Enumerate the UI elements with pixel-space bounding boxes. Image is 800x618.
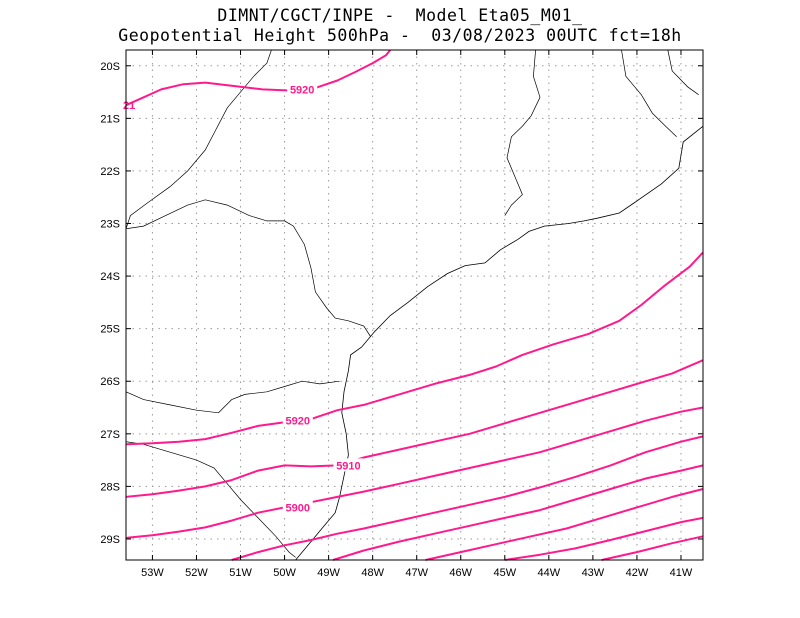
axis-tick-layer: 53W 52W 51W 50W 49W 48W 47W 46W 45W 44W 43W 42W 41W 2…: [100, 50, 703, 579]
tick-label-lon: 41W: [670, 567, 693, 579]
contour-line-5920: [125, 49, 392, 107]
tick-label-lon: 47W: [405, 567, 428, 579]
contour-label-bg: [282, 413, 313, 427]
tick-label-lat: 29S: [100, 534, 120, 546]
state-border: [621, 49, 677, 138]
contour-line-5900: [125, 406, 704, 539]
contour-label-layer: 5920 5920 5910 5900 21: [123, 82, 364, 514]
contour-line-5860: [504, 516, 704, 561]
state-border: [125, 441, 296, 558]
tick-label-lon: 50W: [273, 567, 296, 579]
tick-label-lon: 44W: [538, 567, 561, 579]
tick-label-lat: 28S: [100, 481, 120, 493]
contour-line-5920: [125, 251, 704, 446]
contour-label-5910: 5910: [336, 460, 360, 472]
contour-line-5870: [425, 488, 704, 561]
map-frame: [125, 49, 704, 561]
tick-label-lat: 20S: [100, 61, 120, 73]
tick-label-lat: 26S: [100, 376, 120, 388]
state-border: [125, 49, 272, 229]
contour-layer: [125, 49, 704, 561]
contour-line-5880: [332, 464, 704, 561]
state-border: [504, 49, 541, 216]
tick-label-lon: 48W: [361, 567, 384, 579]
tick-label-lat: 23S: [100, 219, 120, 231]
contour-line-5910: [125, 359, 704, 498]
tick-label-lon: 49W: [317, 567, 340, 579]
tick-label-lat: 22S: [100, 166, 120, 178]
state-borders-layer: [125, 49, 699, 558]
tick-label-lon: 53W: [141, 567, 164, 579]
contour-edge-label: 21: [123, 100, 135, 112]
contour-label-bg: [287, 82, 318, 96]
contour-line-5850: [601, 535, 704, 561]
coastline: [295, 125, 704, 561]
state-border: [125, 380, 340, 414]
map-title-line-2: Geopotential Height 500hPa - 03/08/2023 …: [118, 26, 682, 45]
tick-label-lon: 42W: [626, 567, 649, 579]
tick-label-lat: 24S: [100, 271, 120, 283]
map-title-line-1: DIMNT/CGCT/INPE - Model Eta05_M01_: [217, 6, 583, 25]
contour-line-5890: [231, 435, 704, 561]
tick-label-lon: 45W: [493, 567, 516, 579]
tick-label-lat: 27S: [100, 429, 120, 441]
tick-label-lat: 21S: [100, 113, 120, 125]
state-border: [125, 199, 371, 337]
tick-label-lon: 51W: [229, 567, 252, 579]
tick-label-lon: 52W: [185, 567, 208, 579]
grid-layer: [126, 50, 703, 560]
tick-label-lat: 25S: [100, 324, 120, 336]
contour-label-bg: [333, 458, 364, 472]
contour-label-5920: 5920: [286, 416, 310, 428]
contour-label-5900: 5900: [286, 502, 310, 514]
tick-label-lon: 46W: [449, 567, 472, 579]
tick-label-lon: 43W: [582, 567, 605, 579]
contour-label-5920: 5920: [290, 84, 314, 96]
state-border: [667, 49, 699, 95]
contour-label-bg: [282, 500, 313, 514]
